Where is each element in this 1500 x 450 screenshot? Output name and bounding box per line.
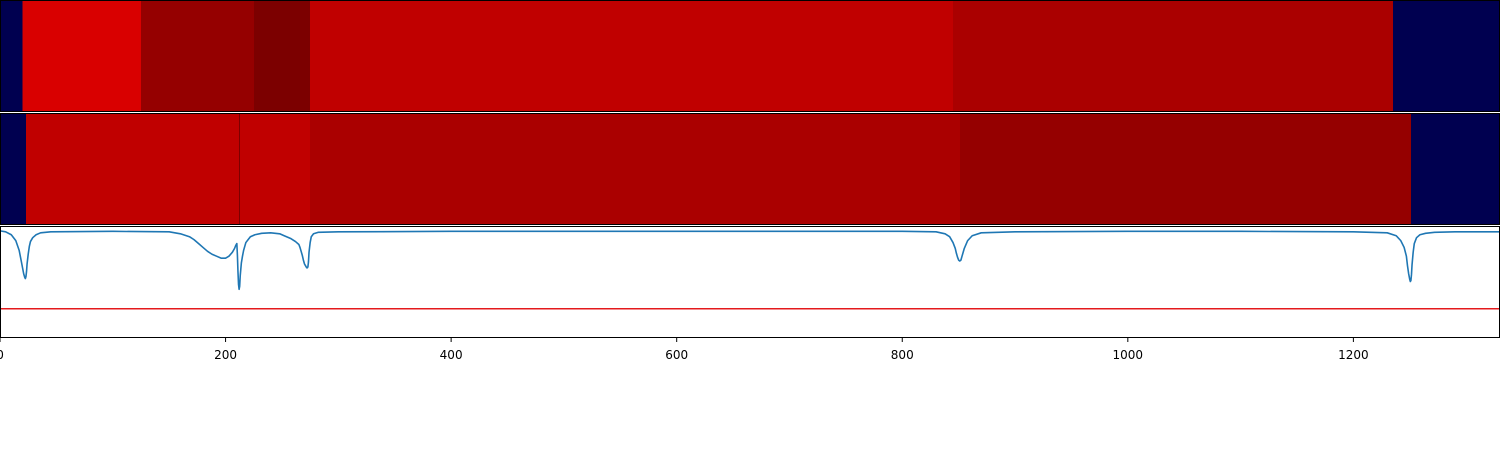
x-tick-label: 400 bbox=[440, 348, 463, 362]
x-tick-label: 600 bbox=[665, 348, 688, 362]
heatmap-segment bbox=[953, 0, 1393, 112]
heatmap-segment bbox=[25, 113, 240, 225]
heatmap-segment bbox=[253, 0, 311, 112]
x-tick-label: 200 bbox=[214, 348, 237, 362]
heatmap-segment bbox=[0, 0, 23, 112]
heatmap-segment bbox=[140, 0, 254, 112]
heatmap-segment bbox=[1410, 113, 1500, 225]
heatmap-segment bbox=[310, 113, 960, 225]
heatmap-segment bbox=[1392, 0, 1500, 112]
heatmap-segment bbox=[0, 113, 26, 225]
heatmap-segment bbox=[239, 113, 241, 225]
heatmap-segment bbox=[959, 113, 1411, 225]
line-panel-background bbox=[0, 226, 1500, 338]
x-tick-label: 0 bbox=[0, 348, 4, 362]
heatmap-segment bbox=[22, 0, 141, 112]
x-tick-label: 800 bbox=[891, 348, 914, 362]
x-tick-label: 1000 bbox=[1113, 348, 1144, 362]
x-tick-label: 1200 bbox=[1338, 348, 1369, 362]
heatmap-segment bbox=[240, 113, 311, 225]
heatmap-segment bbox=[310, 0, 954, 112]
series-line bbox=[0, 230, 1500, 291]
